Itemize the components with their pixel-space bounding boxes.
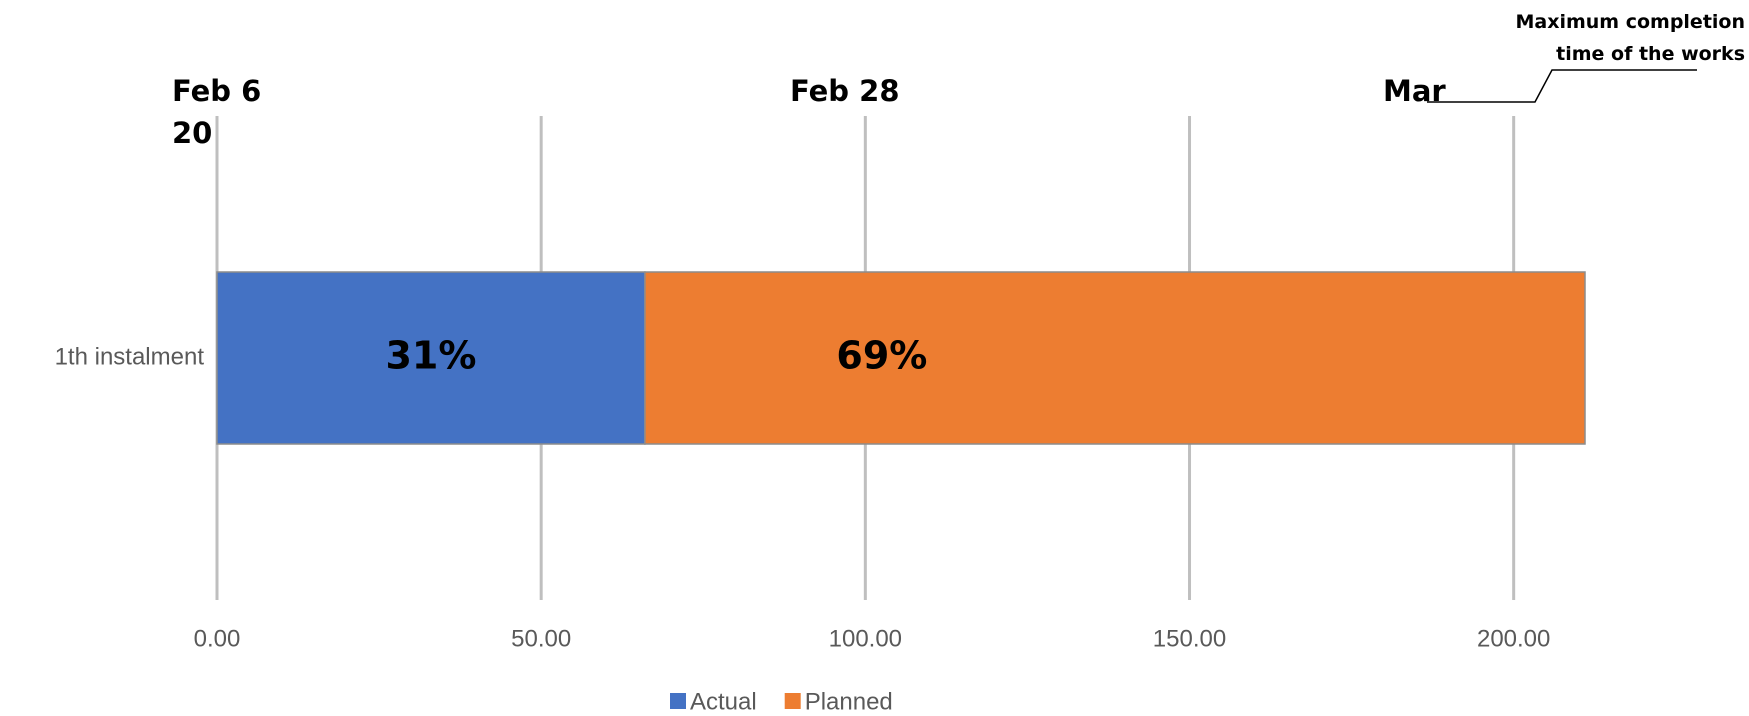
legend-swatch: [670, 693, 686, 709]
x-tick-label: 50.00: [511, 625, 571, 652]
x-tick-label: 100.00: [829, 625, 902, 652]
note-leader: [1427, 69, 1697, 103]
y-tick-label: 1th instalment: [55, 343, 205, 370]
bar-segment: [216, 271, 646, 445]
segment-label: 31%: [385, 334, 476, 378]
bar-segment: [644, 271, 1586, 445]
legend-label: Planned: [805, 688, 893, 715]
segment-label: 69%: [836, 334, 927, 378]
date-label: Mar: [1383, 74, 1446, 108]
x-tick-label: 150.00: [1153, 625, 1226, 652]
x-tick-label: 200.00: [1477, 625, 1550, 652]
legend-swatch: [784, 693, 801, 709]
date-label: Feb 6 20: [172, 74, 262, 150]
note: Maximum completion time of the works: [1515, 11, 1745, 65]
date-label: Feb 28: [790, 74, 900, 108]
x-tick-label: 0.00: [194, 625, 241, 652]
legend-label: Actual: [690, 688, 757, 715]
